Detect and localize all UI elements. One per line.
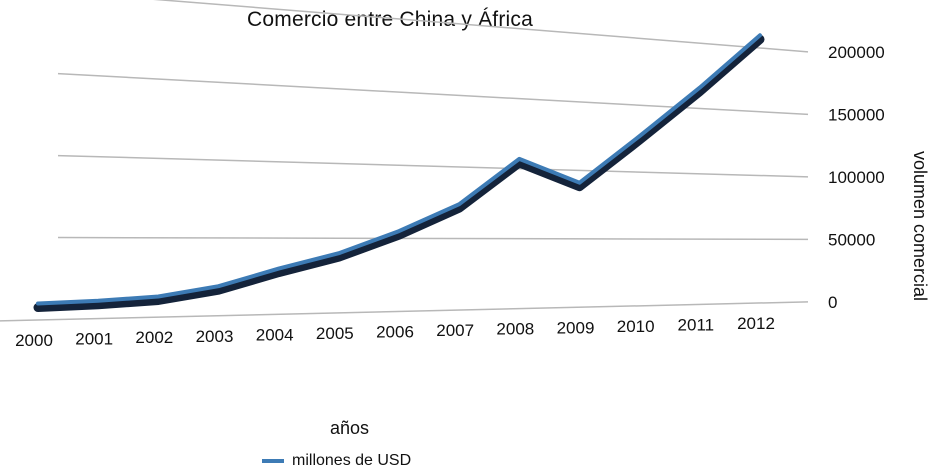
- series-line-depth: [33, 34, 765, 312]
- x-tick-label: 2003: [196, 327, 234, 346]
- x-tick-label: 2004: [256, 325, 294, 344]
- x-tick-label: 2000: [15, 331, 53, 350]
- x-axis-title: años: [330, 418, 370, 438]
- x-tick-label: 2007: [436, 321, 474, 340]
- y-tick-label: 150000: [828, 105, 885, 124]
- gridline: [153, 0, 809, 53]
- x-tick-label: 2008: [496, 320, 534, 339]
- x-tick-label: 2002: [135, 328, 173, 347]
- gridlines: [0, 0, 809, 322]
- legend-label: millones de USD: [292, 452, 412, 469]
- x-tick-label: 2001: [75, 330, 113, 349]
- series-line-shadow: [33, 34, 765, 312]
- gridline: [57, 154, 809, 178]
- x-axis: 2000 2001 2002 2003 2004 2005 2006 2007 2008 2009…: [15, 314, 775, 350]
- y-tick-label: 50000: [828, 230, 875, 249]
- x-tick-label: 2005: [316, 324, 354, 343]
- y-axis-title: volumen comercial: [910, 150, 930, 302]
- y-tick-label: 0: [828, 293, 837, 312]
- chart-title: Comercio entre China y África: [247, 8, 533, 31]
- gridline: [57, 236, 809, 241]
- y-tick-label: 200000: [828, 43, 885, 62]
- y-tick-label: 100000: [828, 168, 885, 187]
- series-line: [36, 33, 762, 306]
- legend: millones de USD: [262, 452, 411, 470]
- legend-swatch: [262, 459, 284, 463]
- x-tick-label: 2009: [557, 318, 595, 337]
- y-axis: 0 50000 100000 150000 200000: [828, 43, 885, 312]
- gridline: [0, 301, 809, 322]
- x-tick-label: 2006: [376, 323, 414, 342]
- x-tick-label: 2011: [678, 315, 715, 334]
- x-tick-label: 2010: [617, 317, 655, 336]
- series-line-millones-de-usd: [36, 33, 762, 306]
- x-tick-label: 2012: [737, 314, 775, 333]
